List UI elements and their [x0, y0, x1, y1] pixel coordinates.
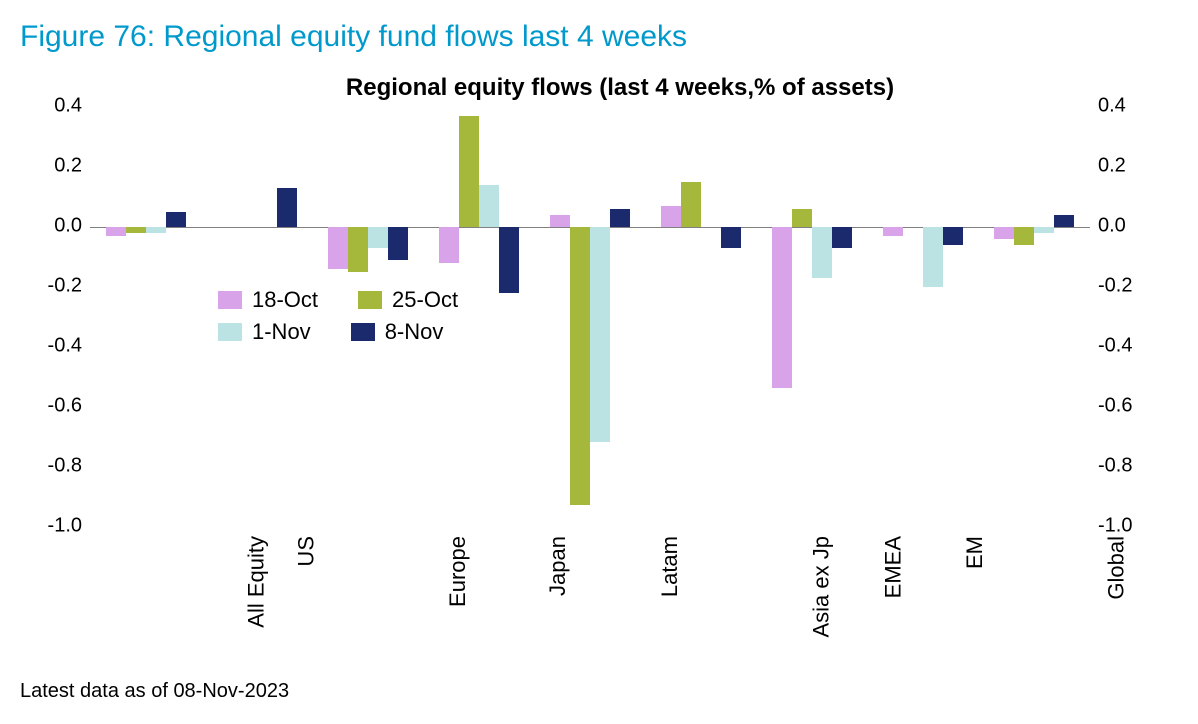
legend: 18-Oct 25-Oct 1-Nov 8-Nov [210, 283, 466, 355]
bar [146, 227, 166, 233]
x-axis-labels: All Equity US Europe Japan Latam Asia ex Jp EM… [90, 526, 1090, 686]
legend-swatch [358, 291, 382, 309]
bar [166, 212, 186, 227]
y-tick-label: -0.4 [48, 335, 82, 358]
chart-title: Regional equity flows (last 4 weeks,% of… [30, 74, 1150, 102]
x-category-label: Global [1104, 536, 1130, 600]
y-tick-label: -0.2 [1098, 275, 1132, 298]
x-category-label: Japan [545, 536, 571, 596]
y-tick-label: -0.6 [48, 395, 82, 418]
x-category-label: EM [962, 536, 988, 569]
bar [590, 227, 610, 442]
plot-area: 18-Oct 25-Oct 1-Nov 8-Nov [90, 106, 1090, 526]
y-tick-label: 0.2 [1098, 155, 1126, 178]
legend-swatch [218, 291, 242, 309]
bar [1054, 215, 1074, 227]
legend-label: 1-Nov [252, 319, 311, 345]
bar [388, 227, 408, 260]
bar [277, 188, 297, 227]
y-tick-label: 0.0 [1098, 215, 1126, 238]
bar [661, 206, 681, 227]
bar [1034, 227, 1054, 233]
legend-item: 18-Oct [218, 287, 318, 313]
y-tick-label: -0.6 [1098, 395, 1132, 418]
bar [1014, 227, 1034, 245]
y-tick-label: -0.2 [48, 275, 82, 298]
x-category-label: All Equity [243, 536, 269, 628]
plot-container: 0.40.20.0-0.2-0.4-0.6-0.8-1.0 18-Oct25-O… [30, 106, 1150, 526]
bar [368, 227, 388, 248]
y-tick-label: -1.0 [48, 515, 82, 538]
bar [721, 227, 741, 248]
x-category-label: Asia ex Jp [809, 536, 835, 638]
bar [883, 227, 903, 236]
y-tick-label: 0.4 [1098, 95, 1126, 118]
bar [479, 185, 499, 227]
x-category-label: US [293, 536, 319, 567]
figure-title: Figure 76: Regional equity fund flows la… [20, 20, 1178, 54]
y-tick-label: -1.0 [1098, 515, 1132, 538]
bar [348, 227, 368, 272]
bar [772, 227, 792, 389]
x-category-label: EMEA [881, 536, 907, 598]
bar [550, 215, 570, 227]
y-tick-label: 0.4 [54, 95, 82, 118]
y-axis-left: 0.40.20.0-0.2-0.4-0.6-0.8-1.0 [30, 106, 90, 526]
bar [328, 227, 348, 269]
bar [439, 227, 459, 263]
y-tick-label: -0.8 [1098, 455, 1132, 478]
bar [681, 182, 701, 227]
bar [106, 227, 126, 236]
x-category-label: Latam [657, 536, 683, 597]
legend-swatch [351, 323, 375, 341]
bar [943, 227, 963, 245]
bar [126, 227, 146, 233]
legend-swatch [218, 323, 242, 341]
x-category-label: Europe [445, 536, 471, 607]
legend-item: 25-Oct [358, 287, 458, 313]
legend-item: 1-Nov [218, 319, 311, 345]
legend-item: 8-Nov [351, 319, 444, 345]
bar [994, 227, 1014, 239]
y-tick-label: -0.8 [48, 455, 82, 478]
legend-label: 8-Nov [385, 319, 444, 345]
y-tick-label: -0.4 [1098, 335, 1132, 358]
bar [499, 227, 519, 293]
bar [610, 209, 630, 227]
y-tick-label: 0.0 [54, 215, 82, 238]
bar [812, 227, 832, 278]
legend-label: 25-Oct [392, 287, 458, 313]
y-axis-right: 0.40.20.0-0.2-0.4-0.6-0.8-1.0 [1090, 106, 1150, 526]
bar [792, 209, 812, 227]
chart: Regional equity flows (last 4 weeks,% of… [30, 74, 1150, 686]
bar [570, 227, 590, 505]
y-tick-label: 0.2 [54, 155, 82, 178]
bar [923, 227, 943, 287]
bar [459, 116, 479, 227]
legend-label: 18-Oct [252, 287, 318, 313]
bar [832, 227, 852, 248]
